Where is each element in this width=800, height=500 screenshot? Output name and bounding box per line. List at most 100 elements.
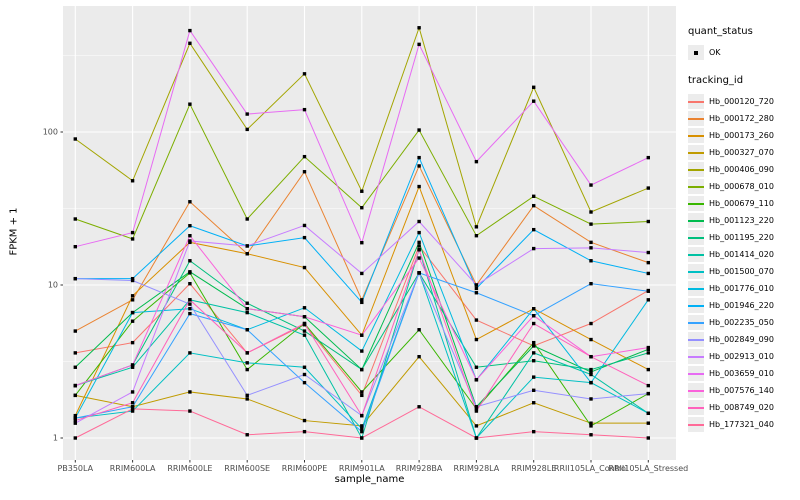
data-point — [73, 413, 77, 418]
data-point — [360, 413, 364, 418]
legend-item-Hb_001414_020: Hb_001414_020 — [688, 246, 800, 263]
data-point — [130, 390, 135, 394]
data-point — [302, 333, 307, 337]
y-tick-label: 10 — [48, 281, 58, 290]
data-point — [360, 298, 364, 302]
data-point — [360, 393, 364, 398]
data-point — [532, 85, 536, 89]
data-point — [302, 107, 307, 112]
data-point — [646, 411, 650, 416]
data-point — [360, 189, 364, 193]
line-swatch-icon — [688, 185, 704, 188]
data-point — [646, 345, 650, 350]
data-point — [360, 427, 364, 431]
data-point — [474, 234, 479, 238]
data-point — [474, 337, 479, 342]
data-point — [245, 127, 249, 132]
y-axis-title: FPKM + 1 — [8, 207, 20, 256]
data-point — [130, 340, 135, 345]
data-point — [188, 311, 192, 316]
x-axis-title: sample_name — [334, 474, 405, 485]
data-point — [130, 230, 135, 235]
legend-label: Hb_001123_220 — [709, 216, 774, 225]
legend-label: Hb_002235_050 — [709, 318, 774, 327]
data-point — [532, 359, 536, 363]
legend-item-Hb_001776_010: Hb_001776_010 — [688, 280, 800, 297]
data-point — [474, 286, 479, 291]
legend-label: Hb_000406_090 — [709, 165, 774, 174]
data-point — [646, 367, 650, 372]
legend-item-Hb_008749_020: Hb_008749_020 — [688, 399, 800, 416]
data-point — [532, 388, 536, 393]
legend-label: Hb_000679_110 — [709, 199, 774, 208]
data-point — [646, 351, 650, 355]
data-point — [589, 367, 593, 372]
data-point — [589, 397, 593, 401]
data-point — [245, 301, 249, 305]
data-point — [532, 314, 536, 318]
data-point — [589, 281, 593, 286]
data-point — [532, 194, 536, 198]
data-point — [302, 372, 307, 377]
data-point — [130, 179, 135, 183]
data-point — [73, 421, 77, 425]
data-point — [245, 393, 249, 398]
data-point — [130, 310, 135, 315]
data-point — [532, 351, 536, 355]
line-swatch-icon — [688, 406, 704, 409]
data-point — [360, 300, 364, 305]
data-point — [130, 319, 135, 323]
legend-label: OK — [709, 48, 721, 57]
line-swatch-icon — [688, 219, 704, 222]
data-point — [532, 307, 536, 311]
line-swatch-icon — [688, 355, 704, 358]
legend-key-line-icon — [688, 349, 704, 364]
legend-key-line-icon — [688, 162, 704, 177]
legend-label: Hb_000173_260 — [709, 131, 774, 140]
data-point — [589, 424, 593, 428]
data-point — [73, 217, 77, 221]
data-point — [302, 306, 307, 310]
x-tick-label-RRIM928BA: RRIM928BA — [396, 464, 443, 473]
data-point — [417, 271, 421, 275]
legend-item-quant-OK: OK — [688, 44, 800, 61]
data-point — [188, 259, 192, 263]
data-point — [474, 365, 479, 369]
legend-item-Hb_001946_220: Hb_001946_220 — [688, 297, 800, 314]
line-swatch-icon — [688, 253, 704, 256]
legend-item-Hb_002849_090: Hb_002849_090 — [688, 331, 800, 348]
data-point — [360, 424, 364, 428]
data-point — [245, 217, 249, 221]
x-tick-label-PB350LA: PB350LA — [57, 464, 93, 473]
data-point — [73, 418, 77, 423]
data-point — [130, 278, 135, 283]
data-point — [130, 294, 135, 298]
data-point — [417, 328, 421, 332]
data-point — [589, 222, 593, 226]
legend-key-line-icon — [688, 281, 704, 296]
data-point — [188, 307, 192, 311]
data-point — [188, 409, 192, 413]
data-point — [646, 421, 650, 425]
legend-item-Hb_001195_220: Hb_001195_220 — [688, 229, 800, 246]
data-point — [130, 405, 135, 409]
data-point — [360, 271, 364, 276]
legend-item-Hb_000172_280: Hb_000172_280 — [688, 110, 800, 127]
legend-item-Hb_000120_720: Hb_000120_720 — [688, 93, 800, 110]
legend-item-Hb_000327_070: Hb_000327_070 — [688, 144, 800, 161]
legend-label: Hb_001776_010 — [709, 284, 774, 293]
data-point — [360, 241, 364, 245]
data-point — [130, 363, 135, 367]
data-point — [360, 390, 364, 394]
legend-item-Hb_007576_140: Hb_007576_140 — [688, 382, 800, 399]
data-point — [73, 244, 77, 249]
legend-quant-status: quant_status OK — [688, 26, 800, 61]
legend-item-Hb_000406_090: Hb_000406_090 — [688, 161, 800, 178]
legend-label: Hb_003659_010 — [709, 369, 774, 378]
line-swatch-icon — [688, 117, 704, 120]
line-swatch-icon — [688, 389, 704, 392]
line-swatch-icon — [688, 321, 704, 324]
data-point — [532, 340, 536, 345]
data-point — [245, 351, 249, 355]
data-point — [130, 276, 135, 281]
